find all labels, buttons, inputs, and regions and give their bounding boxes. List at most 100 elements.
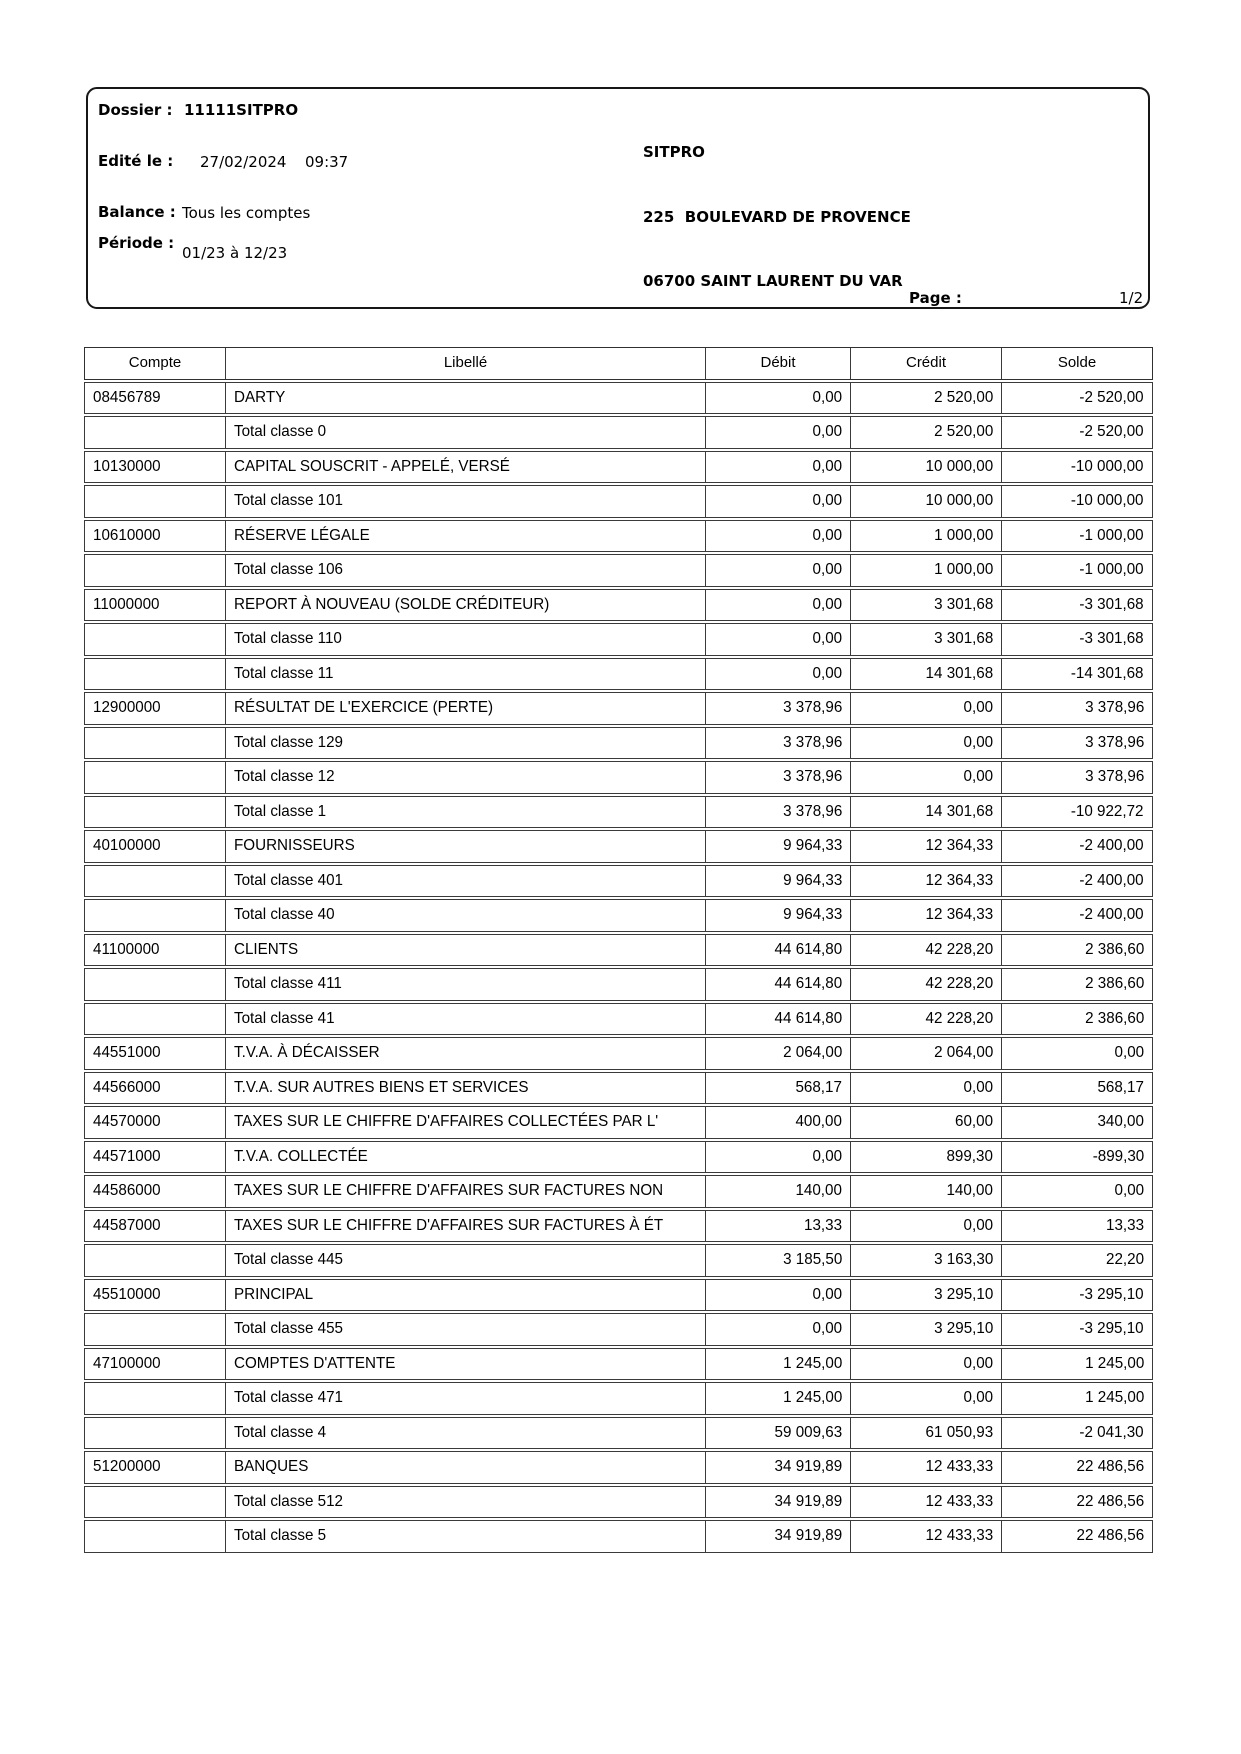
cell-compte [85,969,226,1000]
cell-text: 0,00 [812,526,842,544]
cell-debit: 59 009,63 [706,1417,851,1448]
cell-credit: 42 228,20 [851,1003,1002,1034]
table-row: 10610000 RÉSERVE LÉGALE 0,00 1 000,00 -1 000… [84,519,1153,552]
cell-libelle: Total classe 40 [226,900,706,931]
cell-text: 44 614,80 [774,975,842,992]
column-header-solde: Solde [1057,354,1097,371]
cell-solde: 0,00 [1002,1176,1152,1207]
cell-text: 13,33 [803,1216,842,1234]
cell-text: 2 386,60 [1084,1009,1144,1027]
table-row: 41100000 CLIENTS 44 614,80 42 228,20 2 386,6… [84,933,1153,966]
cell-solde: -3 301,68 [1002,590,1152,621]
dossier-value: 11111SITPRO [184,101,299,119]
table-row: Total classe 401 9 964,33 12 364,33 -2 400,… [84,864,1153,897]
cell-compte [85,727,226,758]
cell-text: CAPITAL SOUSCRIT - APPELÉ, VERSÉ [234,457,510,475]
cell-text: 12900000 [93,699,161,716]
cell-text: TAXES SUR LE CHIFFRE D'AFFAIRES SUR FACT… [234,1216,664,1234]
cell-credit: 0,00 [851,693,1002,724]
cell-text: 12 433,33 [925,1527,993,1544]
table-row: 44570000 TAXES SUR LE CHIFFRE D'AFFAIRES … [84,1106,1153,1139]
cell-compte: 10130000 [85,451,226,482]
cell-text: 0,00 [812,1147,842,1165]
cell-text: 14 301,68 [925,802,993,820]
cell-text: Total classe 110 [234,630,342,647]
cell-compte: 44570000 [85,1107,226,1138]
cell-text: 14 301,68 [925,664,993,682]
cell-debit: 0,00 [706,451,851,482]
cell-text: 0,00 [812,630,842,647]
cell-solde: 3 378,96 [1002,728,1152,759]
balance-label: Balance : [98,203,176,221]
cell-solde: -2 520,00 [1002,383,1152,414]
cell-credit: 0,00 [851,727,1002,758]
cell-text: 0,00 [1114,1182,1144,1199]
cell-text: 340,00 [1097,1113,1144,1130]
cell-text: 1 245,00 [782,1354,842,1372]
cell-text: 3 378,96 [1084,699,1144,716]
cell-solde: -2 041,30 [1002,1418,1152,1449]
table-row: Total classe 411 44 614,80 42 228,20 2 386,… [84,968,1153,1001]
cell-text: Total classe 411 [234,975,342,992]
cell-libelle: Total classe 455 [226,1314,706,1345]
cell-text: 12 364,33 [925,837,993,854]
cell-text: 0,00 [812,561,842,578]
cell-text: 0,00 [963,1078,993,1096]
table-row: Total classe 12 3 378,96 0,00 3 378,96 [84,761,1153,794]
cell-debit: 34 919,89 [706,1486,851,1517]
cell-text: 12 364,33 [925,871,993,889]
table-row: Total classe 445 3 185,50 3 163,30 22,20 [84,1244,1153,1277]
cell-text: 568,17 [795,1078,842,1096]
cell-text: 12 433,33 [925,1492,993,1510]
table-row: 47100000 COMPTES D'ATTENTE 1 245,00 0,00 1 2… [84,1347,1153,1380]
cell-libelle: TAXES SUR LE CHIFFRE D'AFFAIRES SUR FACT… [226,1176,706,1207]
cell-text: 0,00 [1114,1044,1144,1061]
cell-libelle: Total classe 129 [226,727,706,758]
cell-text: Total classe 445 [234,1251,343,1268]
cell-debit: 13,33 [706,1210,851,1241]
cell-credit: 14 301,68 [851,658,1002,689]
table-header-row: Compte Libellé Débit Crédit Solde [84,347,1153,380]
cell-libelle: T.V.A. SUR AUTRES BIENS ET SERVICES [226,1072,706,1103]
cell-text: -2 041,30 [1079,1423,1144,1441]
table-row: 45510000 PRINCIPAL 0,00 3 295,10 -3 295,10 [84,1278,1153,1311]
cell-credit: 899,30 [851,1141,1002,1172]
cell-solde: -1 000,00 [1002,521,1152,552]
cell-text: 3 378,96 [782,768,842,785]
edited-on-time: 09:37 [305,153,349,171]
cell-libelle: DARTY [226,382,706,413]
cell-text: 0,00 [812,664,842,682]
table-row: 44587000 TAXES SUR LE CHIFFRE D'AFFAIRES … [84,1209,1153,1242]
cell-debit: 9 964,33 [706,865,851,896]
cell-debit: 3 378,96 [706,762,851,793]
table-row: Total classe 4 59 009,63 61 050,93 -2 041,3… [84,1416,1153,1449]
cell-text: 44570000 [93,1113,161,1130]
cell-credit: 12 433,33 [851,1452,1002,1483]
cell-solde: -3 295,10 [1002,1314,1152,1345]
cell-text: CLIENTS [234,940,299,958]
cell-compte: 11000000 [85,589,226,620]
cell-compte [85,486,226,517]
cell-libelle: Total classe 445 [226,1245,706,1276]
cell-credit: 60,00 [851,1107,1002,1138]
cell-solde: 0,00 [1002,1038,1152,1069]
cell-text: 3 295,10 [933,1285,993,1303]
cell-text: 0,00 [812,595,842,613]
cell-debit: 9 964,33 [706,831,851,862]
table-row: Total classe 512 34 919,89 12 433,33 22 486… [84,1485,1153,1518]
cell-libelle: BANQUES [226,1452,706,1483]
cell-libelle: Total classe 401 [226,865,706,896]
cell-credit: 10 000,00 [851,451,1002,482]
cell-compte: 08456789 [85,382,226,413]
cell-solde: -899,30 [1002,1142,1152,1173]
cell-compte [85,1245,226,1276]
cell-credit: 42 228,20 [851,934,1002,965]
cell-compte: 12900000 [85,693,226,724]
cell-text: 1 245,00 [782,1389,842,1406]
cell-compte [85,1003,226,1034]
cell-text: 0,00 [963,1389,993,1406]
table-row: Total classe 129 3 378,96 0,00 3 378,96 [84,726,1153,759]
cell-debit: 0,00 [706,1314,851,1345]
cell-text: T.V.A. COLLECTÉE [234,1147,368,1165]
cell-compte: 51200000 [85,1452,226,1483]
